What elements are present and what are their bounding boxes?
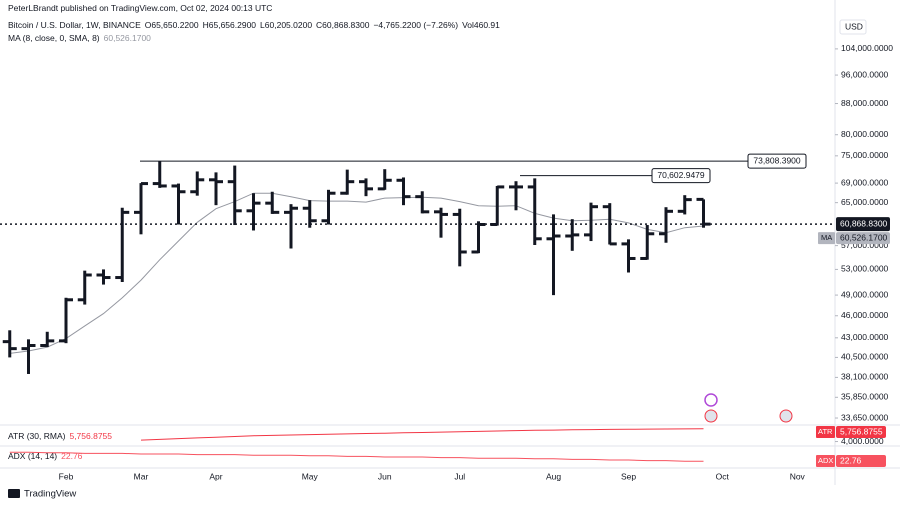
change-label: −4,765.2200 (−7.26%) — [373, 20, 459, 30]
atr-legend: ATR (30, RMA) 5,756.8755 — [8, 431, 116, 441]
indicator-value-box — [836, 426, 886, 438]
x-tick-label: Oct — [716, 471, 730, 481]
y-tick-label: 35,850.0000 — [841, 392, 889, 402]
y-tick-label: 104,000.0000 — [841, 43, 893, 53]
x-tick-label: Jul — [454, 471, 465, 481]
indicator-short-box — [816, 426, 835, 438]
last-price-box — [836, 217, 890, 232]
currency: USD — [845, 21, 863, 31]
brand-logo — [8, 489, 20, 498]
indicator-line — [9, 451, 704, 462]
y-tick-label: 80,000.0000 — [841, 129, 889, 139]
event-icon[interactable] — [704, 393, 718, 407]
open-label: O65,650.2200 — [144, 20, 199, 30]
y-tick-label: 57,000.0000 — [841, 240, 889, 250]
y-tick-label: 88,000.0000 — [841, 98, 889, 108]
x-tick-label: May — [302, 471, 319, 481]
adx-value: 22.76 — [61, 451, 83, 461]
ma-line — [9, 192, 704, 354]
x-tick-label: Feb — [59, 471, 74, 481]
y-tick-label: 69,000.0000 — [841, 177, 889, 187]
level-label-box — [747, 153, 807, 169]
currency-box — [839, 19, 867, 35]
y-tick-label: 75,000.0000 — [841, 150, 889, 160]
x-tick-label: Apr — [209, 471, 222, 481]
y-tick-label: 40,500.0000 — [841, 352, 889, 362]
symbol-legend: Bitcoin / U.S. Dollar, 1W, BINANCE O65,65… — [8, 20, 504, 30]
event-icon[interactable] — [779, 409, 793, 423]
x-tick-label: Sep — [621, 471, 636, 481]
symbol: Bitcoin / U.S. Dollar, 1W, BINANCE — [8, 20, 141, 30]
atr-name: ATR (30, RMA) — [8, 431, 66, 441]
indicator-tick-label: 4,000.0000 — [841, 436, 884, 446]
indicator-short-box — [816, 455, 835, 467]
y-tick-label: 43,000.0000 — [841, 332, 889, 342]
last-price-label: 60,868.8300 — [840, 218, 888, 228]
ma-short-box — [818, 232, 835, 245]
event-icon[interactable] — [704, 409, 718, 423]
publisher-line: PeterLBrandt published on TradingView.co… — [8, 3, 273, 13]
indicator-value-label: 22.76 — [840, 455, 862, 465]
indicator-line — [140, 428, 704, 441]
ma-short-label: MA — [821, 233, 832, 242]
indicator-short-label: ATR — [818, 427, 833, 436]
y-tick-label: 33,650.0000 — [841, 412, 889, 422]
volume-label: Vol460.91 — [462, 20, 500, 30]
low-label: L60,205.0200 — [260, 20, 313, 30]
x-tick-label: Jun — [378, 471, 392, 481]
indicator-value-box — [836, 455, 886, 467]
adx-legend: ADX (14, 14) 22.76 — [8, 451, 86, 461]
ma-value-box — [836, 232, 890, 245]
x-tick-label: Mar — [134, 471, 149, 481]
brand: TradingView — [24, 489, 76, 500]
ma-legend: MA (8, close, 0, SMA, 8) 60,526.1700 — [8, 33, 155, 43]
y-tick-label: 53,000.0000 — [841, 264, 889, 274]
y-tick-label: 65,000.0000 — [841, 197, 889, 207]
y-tick-label: 49,000.0000 — [841, 289, 889, 299]
close-label: C60,868.8300 — [316, 20, 370, 30]
indicator-short-label: ADX — [818, 456, 833, 465]
y-tick-label: 46,000.0000 — [841, 310, 889, 320]
ma-value-label: 60,526.1700 — [840, 232, 888, 242]
y-tick-label: 96,000.0000 — [841, 69, 889, 79]
x-tick-label: Nov — [790, 471, 806, 481]
level-label: 70,602.9479 — [657, 170, 705, 180]
high-label: H65,656.2900 — [202, 20, 257, 30]
indicator-value-label: 5,756.8755 — [840, 426, 883, 436]
adx-name: ADX (14, 14) — [8, 451, 58, 461]
x-tick-label: Aug — [546, 471, 561, 481]
ma-name: MA (8, close, 0, SMA, 8) — [8, 33, 100, 43]
ma-value: 60,526.1700 — [103, 33, 151, 43]
y-tick-label: 38,100.0000 — [841, 372, 889, 382]
level-label-box — [651, 168, 711, 184]
level-label: 73,808.3900 — [753, 155, 801, 165]
atr-value: 5,756.8755 — [69, 431, 113, 441]
